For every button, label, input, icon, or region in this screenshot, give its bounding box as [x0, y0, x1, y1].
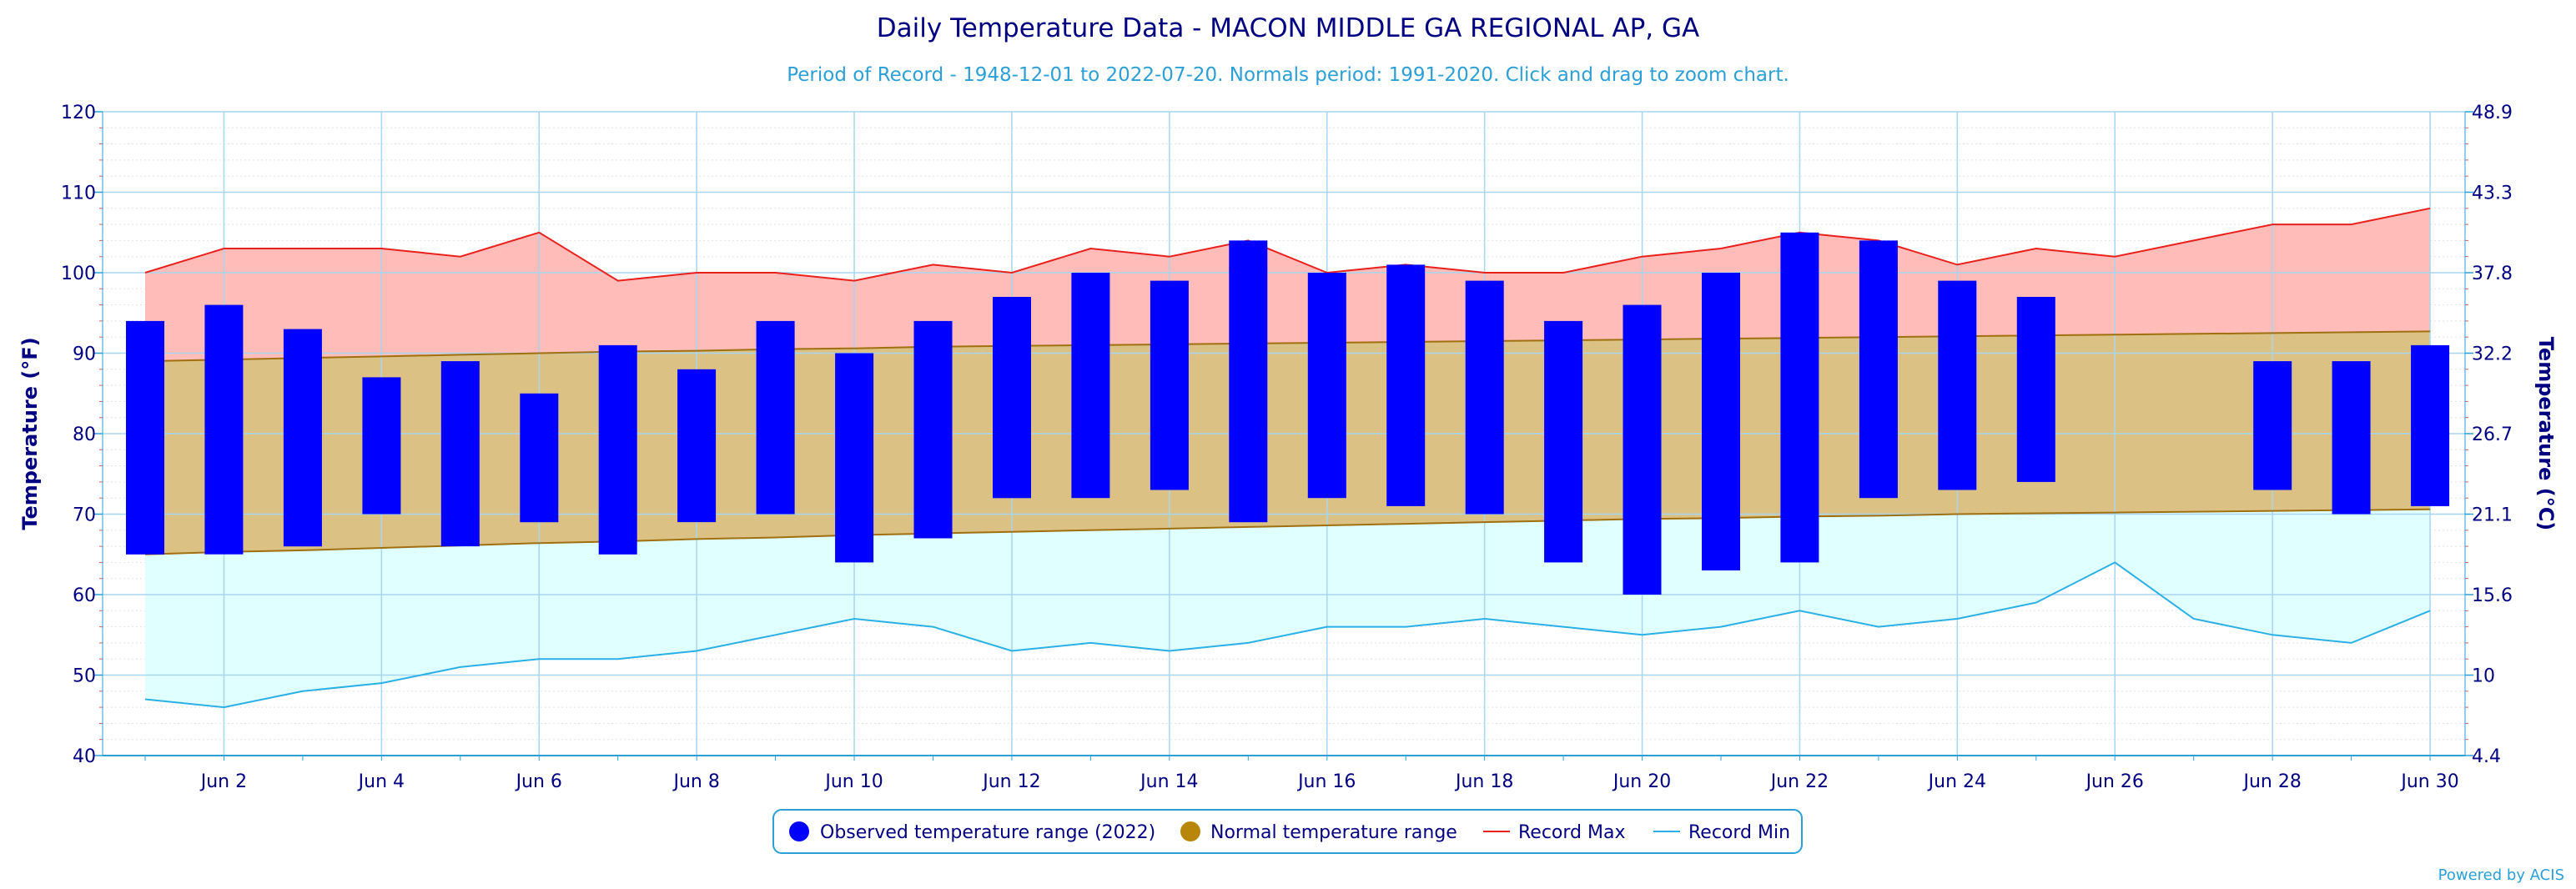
- chart-subtitle: Period of Record - 1948-12-01 to 2022-07…: [787, 64, 1789, 86]
- observed-range-bar[interactable]: [1859, 240, 1898, 499]
- circle-icon: [789, 821, 809, 841]
- y-tick-label: 60: [73, 585, 96, 606]
- legend-item-record-min[interactable]: Record Min: [1653, 822, 1790, 843]
- observed-range-bar[interactable]: [993, 297, 1031, 499]
- observed-range-bar[interactable]: [2253, 361, 2292, 490]
- y-tick-label: 90: [73, 344, 96, 365]
- observed-range-bar[interactable]: [835, 353, 874, 563]
- observed-range-bar[interactable]: [283, 329, 322, 547]
- observed-range-bar[interactable]: [1465, 280, 1504, 515]
- observed-range-bar[interactable]: [1938, 280, 1977, 490]
- y2-tick-label: 21.1: [2472, 505, 2513, 526]
- observed-range-bar[interactable]: [1150, 280, 1189, 490]
- x-tick-label: Jun 6: [515, 771, 562, 792]
- y2-axis-title: Temperature (°C): [2534, 337, 2558, 531]
- y-tick-label: 40: [73, 746, 96, 767]
- observed-range-bar[interactable]: [1307, 273, 1346, 499]
- legend-label-observed: Observed temperature range (2022): [820, 822, 1155, 843]
- observed-range-bar[interactable]: [913, 320, 953, 539]
- y2-tick-label: 10: [2472, 666, 2495, 687]
- record-min-line[interactable]: [144, 561, 2431, 709]
- y2-tick-label: 26.7: [2472, 424, 2513, 445]
- record-max-line[interactable]: [144, 207, 2431, 282]
- x-tick-label: Jun 12: [981, 771, 1040, 792]
- y2-tick-label: 32.2: [2472, 344, 2513, 365]
- record-max-area: [145, 208, 2431, 362]
- observed-range-bar[interactable]: [126, 320, 164, 555]
- observed-range-bar[interactable]: [1780, 232, 1819, 563]
- x-tick-label: Jun 28: [2241, 771, 2301, 792]
- x-tick-label: Jun 8: [672, 771, 719, 792]
- legend: Observed temperature range (2022) Normal…: [772, 809, 1803, 854]
- legend-label-record-min: Record Min: [1688, 822, 1790, 843]
- observed-range-bar[interactable]: [1623, 304, 1662, 595]
- x-tick-label: Jun 14: [1139, 771, 1198, 792]
- observed-range-bar[interactable]: [1544, 320, 1583, 563]
- x-tick-label: Jun 2: [199, 771, 247, 792]
- y-tick-label: 70: [73, 505, 96, 526]
- observed-range-bar[interactable]: [1071, 273, 1110, 499]
- x-tick-label: Jun 4: [357, 771, 405, 792]
- observed-range-bar[interactable]: [598, 344, 637, 555]
- observed-range-bar[interactable]: [2332, 361, 2371, 515]
- legend-label-record-max: Record Max: [1518, 822, 1626, 843]
- y2-tick-label: 43.3: [2472, 183, 2513, 204]
- y2-tick-label: 48.9: [2472, 103, 2513, 123]
- observed-range-bar[interactable]: [1702, 273, 1740, 570]
- observed-range-bar[interactable]: [520, 393, 559, 523]
- plot-area[interactable]: 40 50 60 70 80 90 100 110 120 4.4 10 15.6 21.1 26.7 32…: [61, 103, 2513, 792]
- observed-range-bar[interactable]: [2411, 344, 2450, 506]
- y-tick-label: 110: [61, 183, 96, 204]
- legend-box: [772, 809, 1803, 854]
- legend-label-normal: Normal temperature range: [1210, 822, 1457, 843]
- credit-link[interactable]: Powered by ACIS: [2438, 866, 2564, 884]
- observed-range-bar[interactable]: [677, 369, 717, 523]
- x-tick-label: Jun 22: [1769, 771, 1829, 792]
- y-tick-label: 50: [73, 666, 96, 687]
- x-tick-label: Jun 18: [1454, 771, 1513, 792]
- circle-icon: [1180, 821, 1200, 841]
- x-tick-label: Jun 24: [1927, 771, 1986, 792]
- y-tick-label: 120: [61, 103, 96, 123]
- legend-item-record-max[interactable]: Record Max: [1483, 822, 1626, 843]
- legend-item-normal[interactable]: Normal temperature range: [1180, 821, 1457, 843]
- observed-range-bar[interactable]: [2016, 297, 2055, 482]
- y2-tick-label: 4.4: [2472, 746, 2501, 767]
- record-min-area: [145, 509, 2431, 708]
- y-tick-label: 80: [73, 424, 96, 445]
- normal-low-line: [144, 508, 2431, 555]
- y2-tick-label: 37.8: [2472, 264, 2513, 284]
- y-axis-title: Temperature (°F): [18, 337, 42, 530]
- observed-range-bar[interactable]: [362, 377, 401, 515]
- y-tick-label: 100: [61, 264, 96, 284]
- y2-tick-label: 15.6: [2472, 585, 2513, 606]
- x-tick-label: Jun 30: [2399, 771, 2458, 792]
- x-tick-label: Jun 10: [823, 771, 883, 792]
- chart-title: Daily Temperature Data - MACON MIDDLE GA…: [877, 13, 1699, 43]
- observed-range-bar[interactable]: [440, 361, 480, 547]
- normal-range-area: [145, 331, 2431, 555]
- observed-range-bar[interactable]: [1229, 240, 1268, 523]
- x-tick-label: Jun 20: [1612, 771, 1671, 792]
- legend-item-observed[interactable]: Observed temperature range (2022): [789, 821, 1155, 843]
- observed-range-bar[interactable]: [756, 320, 795, 515]
- observed-range-bar[interactable]: [204, 304, 244, 555]
- x-tick-label: Jun 26: [2085, 771, 2144, 792]
- x-tick-label: Jun 16: [1296, 771, 1356, 792]
- observed-range-bar[interactable]: [1386, 264, 1426, 506]
